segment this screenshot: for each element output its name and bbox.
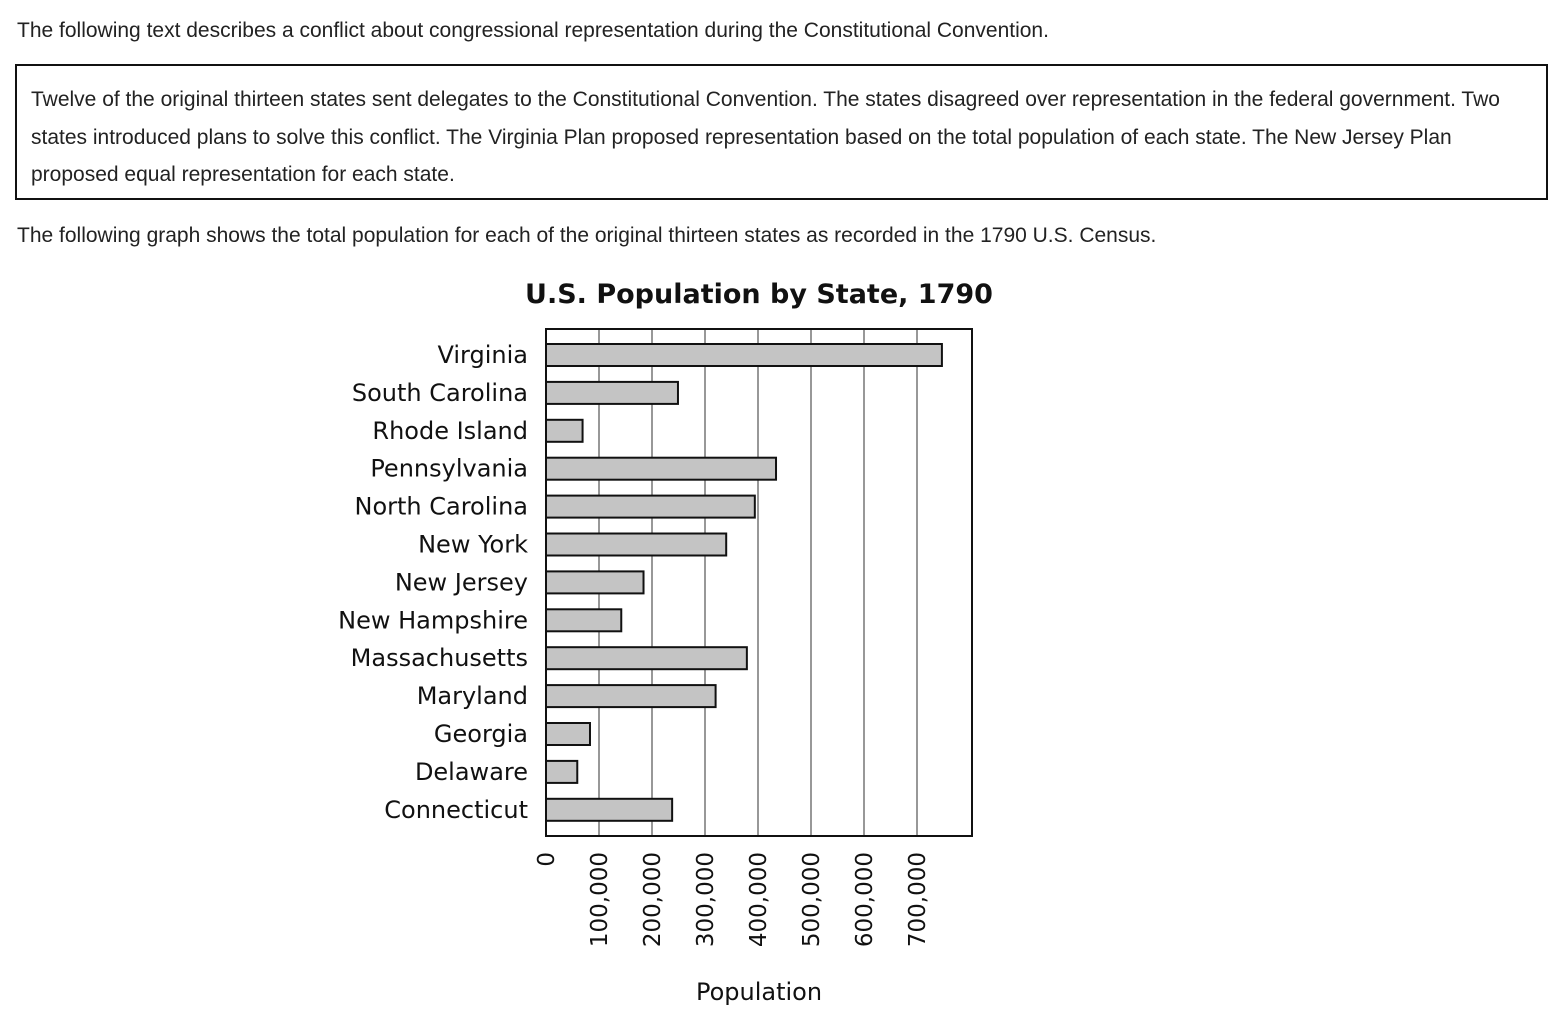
category-label-connecticut: Connecticut (384, 796, 528, 824)
x-tick-label-300000: 300,000 (693, 852, 719, 947)
bar-delaware (545, 759, 579, 784)
x-tick-labels: 0 100,000 200,000 300,000 400,000 500,000 600,… (534, 852, 931, 947)
graph-intro-text: The following graph shows the total popu… (17, 224, 1157, 247)
bar-connecticut (545, 797, 674, 822)
bar-new-hampshire (545, 608, 623, 633)
category-label-georgia: Georgia (434, 720, 528, 748)
category-label-virginia: Virginia (438, 341, 529, 369)
category-label-delaware: Delaware (415, 758, 528, 786)
chart-gridlines (598, 329, 918, 836)
category-label-massachusetts: Massachusetts (351, 644, 528, 672)
x-tick-label-200000: 200,000 (640, 852, 666, 947)
category-label-north-carolina: North Carolina (355, 493, 529, 521)
x-tick-label-600000: 600,000 (852, 852, 878, 947)
x-axis-label: Population (696, 978, 822, 1006)
x-tick-label-100000: 100,000 (587, 852, 613, 947)
x-tick-label-700000: 700,000 (905, 852, 931, 947)
chart-bars (545, 343, 943, 822)
x-tick-label-500000: 500,000 (799, 852, 825, 947)
category-label-new-hampshire: New Hampshire (338, 606, 528, 634)
category-label-new-york: New York (418, 531, 528, 559)
bar-rhode-island (545, 418, 584, 443)
bar-massachusetts (545, 646, 748, 671)
bar-virginia (545, 343, 943, 367)
category-label-south-carolina: South Carolina (352, 379, 528, 407)
bar-south-carolina (545, 380, 679, 405)
category-label-pennsylvania: Pennsylvania (370, 455, 528, 483)
category-label-rhode-island: Rhode Island (372, 417, 528, 445)
bar-pennsylvania (545, 456, 778, 481)
bar-north-carolina (545, 494, 756, 519)
bar-new-york (545, 532, 728, 557)
bar-georgia (545, 722, 591, 746)
bar-new-jersey (545, 570, 645, 595)
plot-frame (545, 328, 973, 837)
intro-text: The following text describes a conflict … (17, 19, 1049, 42)
population-bar-chart: U.S. Population by State, 1790 Virginia S… (338, 279, 993, 1006)
chart-title: U.S. Population by State, 1790 (525, 279, 993, 310)
category-label-new-jersey: New Jersey (395, 568, 528, 596)
bar-maryland (545, 684, 717, 709)
passage-text: Twelve of the original thirteen states s… (31, 88, 1500, 186)
x-tick-label-400000: 400,000 (746, 852, 772, 947)
category-label-maryland: Maryland (417, 682, 528, 710)
passage-box: Twelve of the original thirteen states s… (15, 64, 1548, 200)
x-tick-label-0: 0 (534, 852, 560, 867)
category-labels: Virginia South Carolina Rhode Island Pennsy… (338, 341, 528, 824)
